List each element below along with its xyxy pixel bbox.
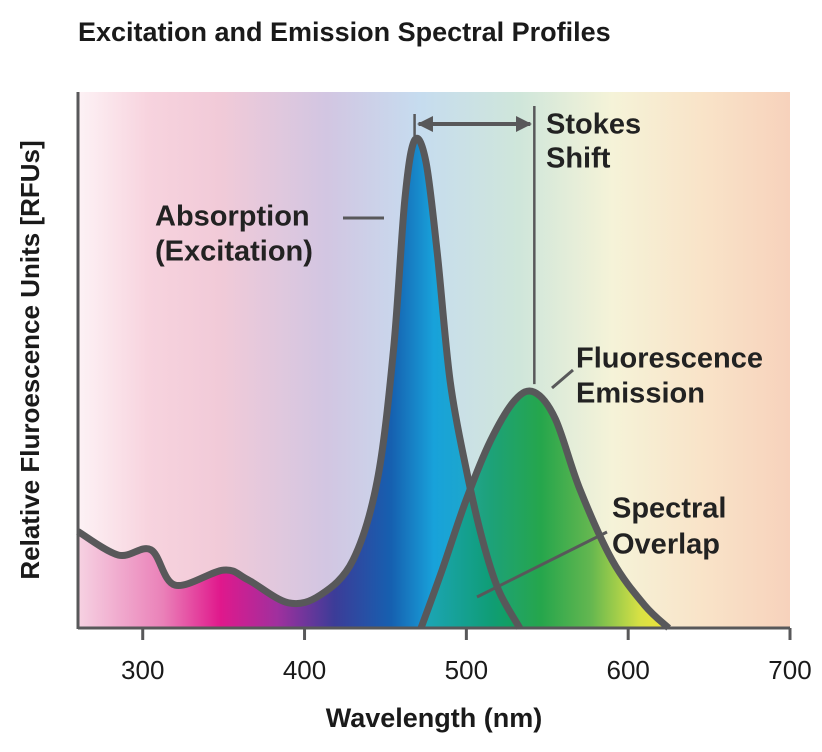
y-axis-label: Relative Fluroescence Units [RFUs] <box>15 140 45 579</box>
x-tick-label: 700 <box>768 655 811 685</box>
area-fill <box>421 390 669 628</box>
annotation: Emission <box>576 378 705 410</box>
leader-line <box>551 368 574 390</box>
annotation: Spectral <box>612 493 726 525</box>
x-tick-label: 500 <box>445 655 488 685</box>
annotation: Absorption <box>155 201 310 233</box>
leader-line <box>476 530 608 599</box>
annotation: Shift <box>546 143 611 175</box>
x-tick-label: 400 <box>283 655 326 685</box>
annotation: Fluorescence <box>576 343 763 375</box>
annotation: Stokes <box>546 109 641 141</box>
x-tick-label: 300 <box>121 655 164 685</box>
annotation: Overlap <box>612 529 720 561</box>
series-line <box>76 134 523 630</box>
x-tick-label: 600 <box>606 655 649 685</box>
series-line <box>417 387 672 631</box>
annotation: (Excitation) <box>155 236 313 268</box>
chart-title: Excitation and Emission Spectral Profile… <box>78 17 611 47</box>
x-axis-label: Wavelength (nm) <box>326 703 543 733</box>
area-fill <box>78 138 520 629</box>
